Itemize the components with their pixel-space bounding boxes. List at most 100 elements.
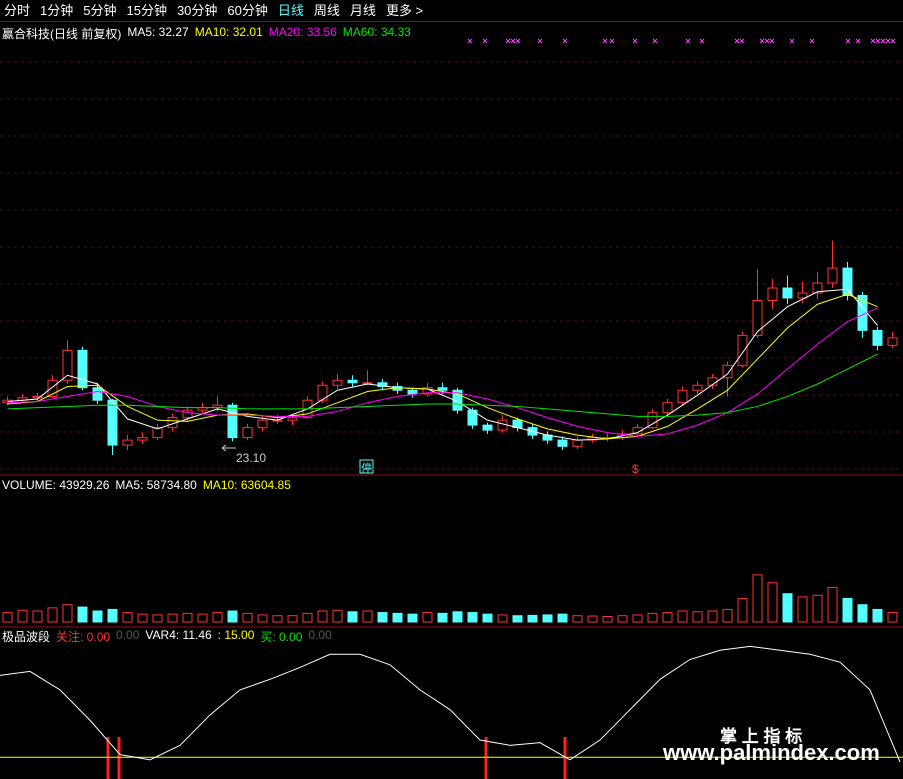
toolbar-tab[interactable]: 周线 — [313, 3, 340, 18]
volume-bar — [377, 612, 388, 623]
indicator-label: 极品波段 — [2, 630, 51, 644]
volume-bar — [287, 615, 298, 623]
top-marker — [769, 38, 775, 44]
candle-body — [482, 424, 493, 431]
volume-bar — [587, 615, 598, 623]
volume-bar — [62, 604, 73, 623]
volume-bar — [317, 610, 328, 623]
candle-body — [467, 409, 478, 426]
toolbar-tab[interactable]: 5分钟 — [83, 3, 117, 18]
candle-body — [752, 299, 763, 336]
toolbar-tab[interactable]: 30分钟 — [176, 3, 218, 18]
indicator-label: 买: 0.00 — [260, 630, 303, 644]
volume-bar — [692, 611, 703, 623]
candle-body — [557, 439, 568, 447]
toolbar-tab[interactable]: 15分钟 — [126, 3, 167, 18]
candle-body — [662, 402, 673, 414]
candle-body — [437, 387, 448, 391]
candle-body — [632, 427, 643, 435]
top-marker — [855, 38, 861, 44]
candle-body — [797, 292, 808, 299]
candle-body — [872, 329, 883, 346]
toolbar-tab[interactable]: 分时 — [4, 3, 31, 18]
low-arrow — [221, 444, 236, 452]
volume-bar — [647, 612, 658, 623]
volume-bar — [332, 609, 343, 623]
candle-body — [317, 384, 328, 401]
candle-body — [377, 382, 388, 387]
volume-bar — [347, 611, 358, 623]
volume-bar — [662, 612, 673, 623]
toolbar-tab[interactable]: 月线 — [349, 3, 376, 18]
volume-bar — [782, 593, 793, 623]
volume-bar — [887, 612, 898, 623]
ma-line — [7, 353, 878, 417]
volume-bar — [857, 604, 868, 623]
volume-bar — [617, 615, 628, 623]
volume-bar — [452, 611, 463, 623]
volume-bar — [512, 615, 523, 623]
candle-body — [767, 287, 778, 301]
top-marker — [537, 38, 543, 44]
watermark-title: 掌 上 指 标 — [720, 727, 803, 746]
candle-body — [77, 349, 88, 389]
low-label: 23.10 — [236, 451, 267, 465]
toolbar-tab[interactable]: 60分钟 — [227, 3, 268, 18]
top-marker — [739, 38, 745, 44]
top-marker — [890, 38, 896, 44]
volume-bar — [872, 608, 883, 623]
toolbar-tab[interactable]: 日线 — [277, 3, 304, 18]
volume-bar — [677, 610, 688, 623]
toolbar-tab[interactable]: 1分钟 — [40, 3, 74, 18]
volume-bar — [182, 612, 193, 623]
volume-bar — [527, 614, 538, 623]
badge: 停 — [361, 463, 372, 475]
volume-bar — [17, 609, 28, 623]
volume-bar — [407, 613, 418, 623]
candle-body — [92, 387, 103, 401]
top-marker — [764, 38, 770, 44]
candle-body — [842, 267, 853, 296]
stock-title: 赢合科技(日线 前复权) — [2, 27, 122, 41]
toolbar: 分时 1分钟 5分钟 15分钟 30分钟 60分钟 日线 周线 月线 更多 > — [0, 0, 903, 22]
volume-bar — [797, 596, 808, 623]
top-marker — [734, 38, 740, 44]
volume-bar — [722, 608, 733, 623]
candle-body — [227, 404, 238, 439]
top-marker — [609, 38, 615, 44]
volume-label: MA5: 58734.80 — [115, 478, 197, 492]
top-marker — [880, 38, 886, 44]
volume-bar — [167, 613, 178, 623]
top-marker — [515, 38, 521, 44]
top-marker — [699, 38, 705, 44]
candle-body — [692, 384, 703, 391]
top-marker — [759, 38, 765, 44]
candle-body — [332, 379, 343, 386]
top-marker — [875, 38, 881, 44]
volume-bar — [137, 613, 148, 623]
top-marker — [505, 38, 511, 44]
ma-line — [7, 307, 878, 437]
volume-label: VOLUME: 43929.26 — [2, 478, 110, 492]
top-marker — [845, 38, 851, 44]
volume-bar — [557, 613, 568, 623]
volume-bar — [122, 612, 133, 623]
indicator-label: 关注: 0.00 — [56, 630, 111, 644]
top-marker — [467, 38, 473, 44]
volume-label: MA10: 63604.85 — [202, 478, 291, 492]
volume-bar — [242, 612, 253, 623]
candle-body — [407, 389, 418, 395]
signal-mark: $ — [632, 462, 639, 476]
volume-bar — [2, 612, 13, 623]
toolbar-tab[interactable]: 更多 > — [385, 3, 424, 18]
volume-bar — [422, 612, 433, 623]
top-marker — [562, 38, 568, 44]
candle-body — [677, 389, 688, 404]
volume-bar — [257, 614, 268, 623]
ma-label: MA20: 33.56 — [268, 25, 337, 39]
volume-bar — [602, 616, 613, 623]
volume-bar — [392, 612, 403, 623]
volume-bar — [92, 610, 103, 623]
